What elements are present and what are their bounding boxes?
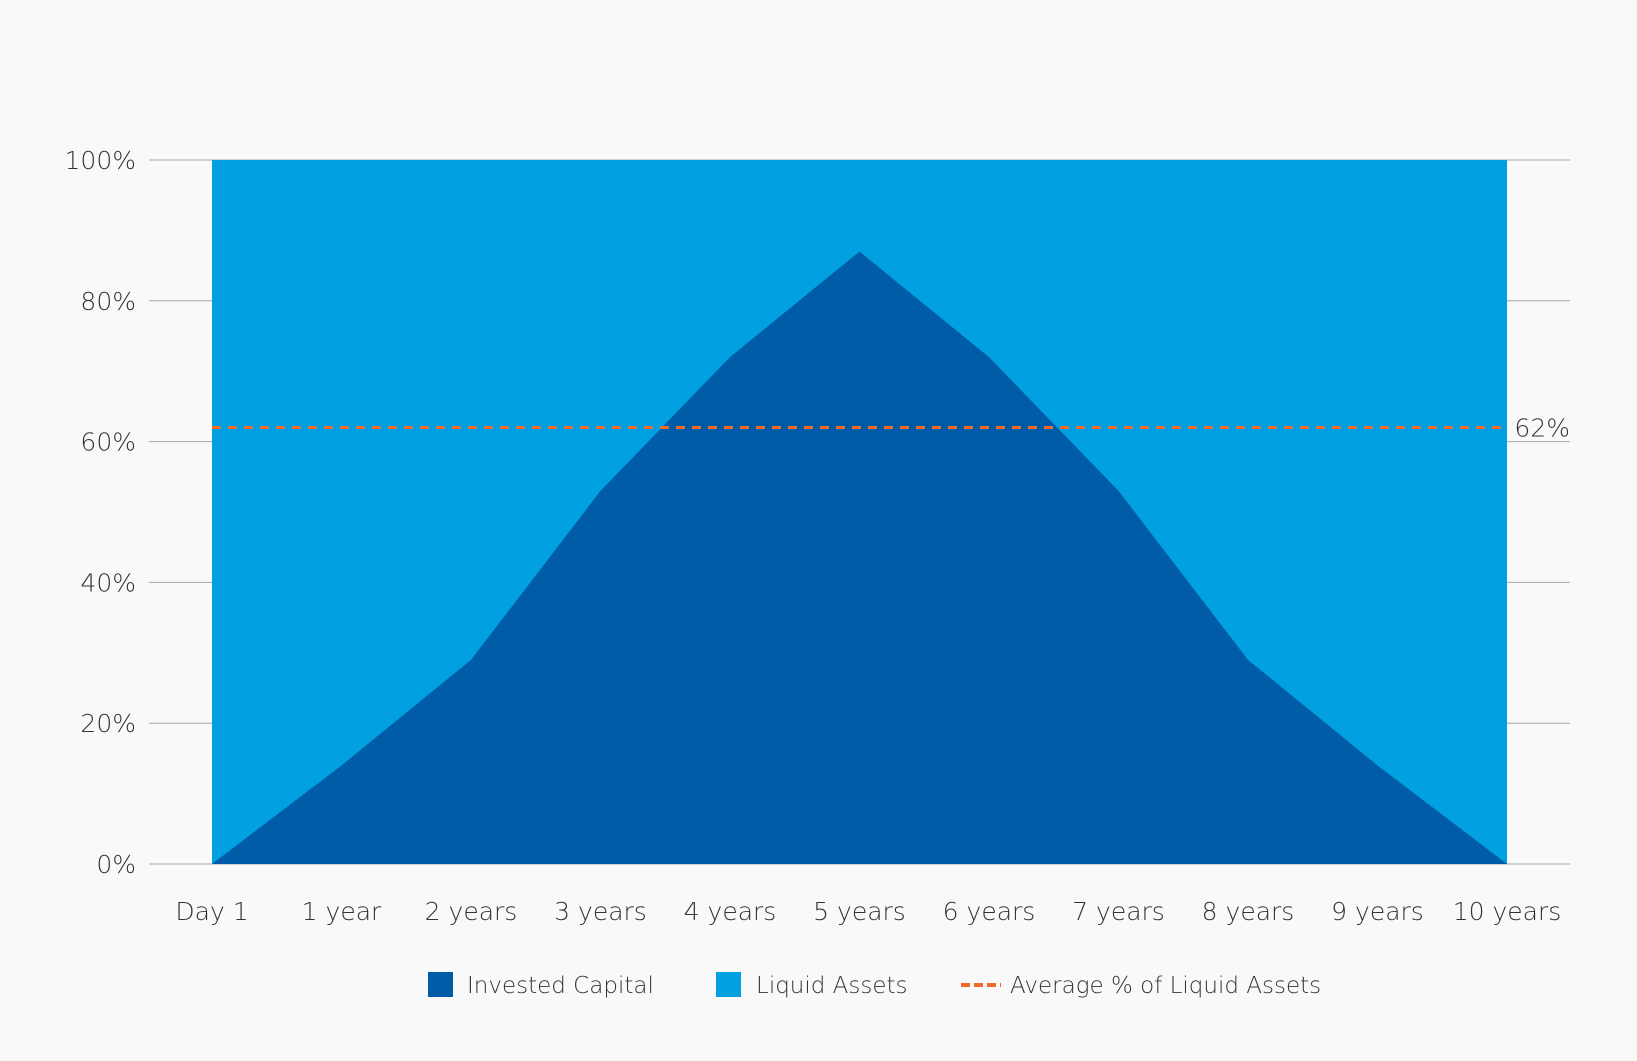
legend-label-invested-capital: Invested Capital bbox=[467, 973, 654, 999]
x-tick-label: 3 years bbox=[554, 897, 647, 926]
y-tick-label: 60% bbox=[80, 428, 136, 457]
y-axis-ticks: 0% 20% 40% 60% 80% 100% bbox=[65, 146, 136, 879]
x-tick-label: 5 years bbox=[813, 897, 906, 926]
legend-label-average-line: Average % of Liquid Assets bbox=[1010, 973, 1321, 999]
average-line-group: 62% bbox=[212, 414, 1570, 443]
x-tick-label: 1 year bbox=[302, 897, 382, 926]
x-tick-label: 8 years bbox=[1202, 897, 1295, 926]
y-tick-label: 80% bbox=[80, 287, 136, 316]
areas bbox=[212, 160, 1507, 864]
x-axis-ticks: Day 1 1 year 2 years 3 years 4 years 5 years 6… bbox=[175, 897, 1561, 926]
y-tick-label: 0% bbox=[96, 850, 136, 879]
invested-capital-area bbox=[212, 251, 1507, 864]
x-tick-label: 9 years bbox=[1331, 897, 1424, 926]
average-line-label: 62% bbox=[1514, 414, 1570, 443]
x-tick-label: 4 years bbox=[684, 897, 777, 926]
x-tick-label: Day 1 bbox=[175, 897, 248, 926]
x-tick-label: 7 years bbox=[1072, 897, 1165, 926]
y-tick-label: 100% bbox=[65, 146, 136, 175]
legend-swatch-invested-capital bbox=[428, 972, 453, 997]
x-tick-label: 2 years bbox=[425, 897, 518, 926]
y-tick-label: 20% bbox=[80, 709, 136, 738]
legend-swatch-liquid-assets bbox=[716, 972, 741, 997]
y-tick-label: 40% bbox=[80, 568, 136, 597]
legend: Invested Capital Liquid Assets Average % o… bbox=[428, 972, 1321, 999]
x-tick-label: 6 years bbox=[943, 897, 1036, 926]
x-tick-label: 10 years bbox=[1453, 897, 1562, 926]
legend-label-liquid-assets: Liquid Assets bbox=[756, 973, 908, 999]
